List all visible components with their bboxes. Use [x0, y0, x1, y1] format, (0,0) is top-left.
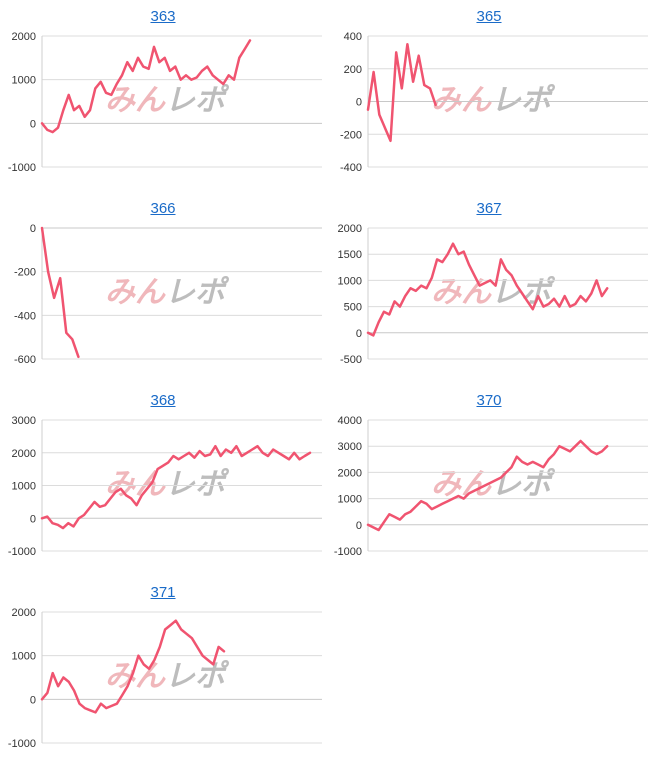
y-tick-label: 500 — [344, 302, 362, 314]
chart-plot: みんレポ -600 -400 -200 0 — [14, 223, 322, 366]
y-tick-label: 0 — [30, 513, 36, 525]
data-series-line — [366, 439, 609, 532]
chart-title-link[interactable]: 371 — [150, 584, 176, 601]
data-series-line — [40, 619, 226, 714]
watermark-part2: レポ — [165, 276, 230, 309]
chart-plot: みんレポ -1000 0 1000 2000 3000 4000 — [334, 415, 648, 558]
y-tick-label: 0 — [356, 97, 362, 109]
y-tick-label: 1000 — [338, 494, 362, 506]
chart-plot: みんレポ -1000 0 1000 2000 3000 — [8, 415, 322, 558]
y-tick-label: -1000 — [8, 546, 36, 558]
chart-title-link[interactable]: 368 — [150, 392, 176, 409]
y-tick-label: 0 — [30, 694, 36, 706]
y-tick-label: 0 — [30, 118, 36, 130]
chart-title-link[interactable]: 366 — [150, 200, 176, 217]
watermark-part2: レポ — [165, 660, 230, 693]
chart-title-link[interactable]: 367 — [476, 200, 502, 217]
y-tick-label: 1000 — [12, 481, 36, 493]
y-tick-label: 1000 — [12, 651, 36, 663]
watermark-logo: みんレポ — [431, 276, 556, 309]
y-tick-label: 2000 — [12, 448, 36, 460]
chart-panel-371: 371 みんレポ -1000 0 1000 2000 — [0, 576, 326, 768]
y-tick-label: -400 — [14, 310, 36, 322]
y-tick-label: 1500 — [338, 249, 362, 261]
data-series-line — [40, 39, 252, 134]
chart-title-link[interactable]: 363 — [150, 8, 176, 25]
watermark-logo: みんレポ — [431, 468, 556, 501]
chart-panel-366: 366 みんレポ -600 -400 -200 0 — [0, 192, 326, 384]
data-series-line — [366, 242, 609, 337]
chart-title-link[interactable]: 370 — [476, 392, 502, 409]
chart-title-link[interactable]: 365 — [476, 8, 502, 25]
watermark-logo: みんレポ — [105, 468, 230, 501]
watermark-part2: レポ — [491, 468, 556, 501]
watermark-logo: みんレポ — [105, 660, 230, 693]
y-tick-label: 1000 — [12, 75, 36, 87]
y-tick-label: -1000 — [8, 162, 36, 174]
y-tick-label: -200 — [14, 267, 36, 279]
watermark-part1: みん — [431, 276, 492, 309]
chart-panel-368: 368 みんレポ -1000 0 1000 2000 3000 — [0, 384, 326, 576]
y-tick-label: 200 — [344, 64, 362, 76]
y-tick-label: 2000 — [338, 467, 362, 479]
data-series-line — [40, 444, 312, 530]
y-tick-label: 400 — [344, 31, 362, 43]
watermark-part1: みん — [431, 468, 492, 501]
y-tick-label: 2000 — [12, 607, 36, 619]
watermark-part1: みん — [105, 276, 166, 309]
y-tick-label: -200 — [340, 129, 362, 141]
y-tick-label: 2000 — [338, 223, 362, 235]
y-tick-label: -400 — [340, 162, 362, 174]
watermark-logo: みんレポ — [431, 84, 556, 117]
watermark-part2: レポ — [491, 276, 556, 309]
chart-panel-365: 365 みんレポ -400 -200 0 200 400 — [326, 0, 652, 192]
data-series-line — [40, 226, 80, 359]
y-tick-label: 4000 — [338, 415, 362, 427]
y-tick-label: 0 — [30, 223, 36, 235]
watermark-logo: みんレポ — [105, 276, 230, 309]
y-tick-label: -500 — [340, 354, 362, 366]
y-tick-label: 0 — [356, 520, 362, 532]
chart-plot: みんレポ -400 -200 0 200 400 — [340, 31, 648, 174]
y-tick-label: -1000 — [8, 738, 36, 750]
y-tick-label: 2000 — [12, 31, 36, 43]
watermark-part2: レポ — [165, 468, 230, 501]
chart-plot: みんレポ -500 0 500 1000 1500 2000 — [338, 223, 648, 366]
chart-plot: みんレポ -1000 0 1000 2000 — [8, 31, 322, 174]
chart-plot: みんレポ -1000 0 1000 2000 — [8, 607, 322, 750]
y-tick-label: 3000 — [338, 441, 362, 453]
y-tick-label: 0 — [356, 328, 362, 340]
y-tick-label: 3000 — [12, 415, 36, 427]
watermark-logo: みんレポ — [105, 84, 230, 117]
watermark-part2: レポ — [491, 84, 556, 117]
watermark-part1: みん — [431, 84, 492, 117]
chart-panel-370: 370 みんレポ -1000 0 1000 2000 3000 4000 — [326, 384, 652, 576]
chart-panel-367: 367 みんレポ -500 0 500 1000 1500 2000 — [326, 192, 652, 384]
chart-panel-363: 363 みんレポ -1000 0 1000 2000 — [0, 0, 326, 192]
y-tick-label: -1000 — [334, 546, 362, 558]
y-tick-label: -600 — [14, 354, 36, 366]
watermark-part2: レポ — [165, 84, 230, 117]
data-series-line — [366, 42, 437, 143]
y-tick-label: 1000 — [338, 275, 362, 287]
